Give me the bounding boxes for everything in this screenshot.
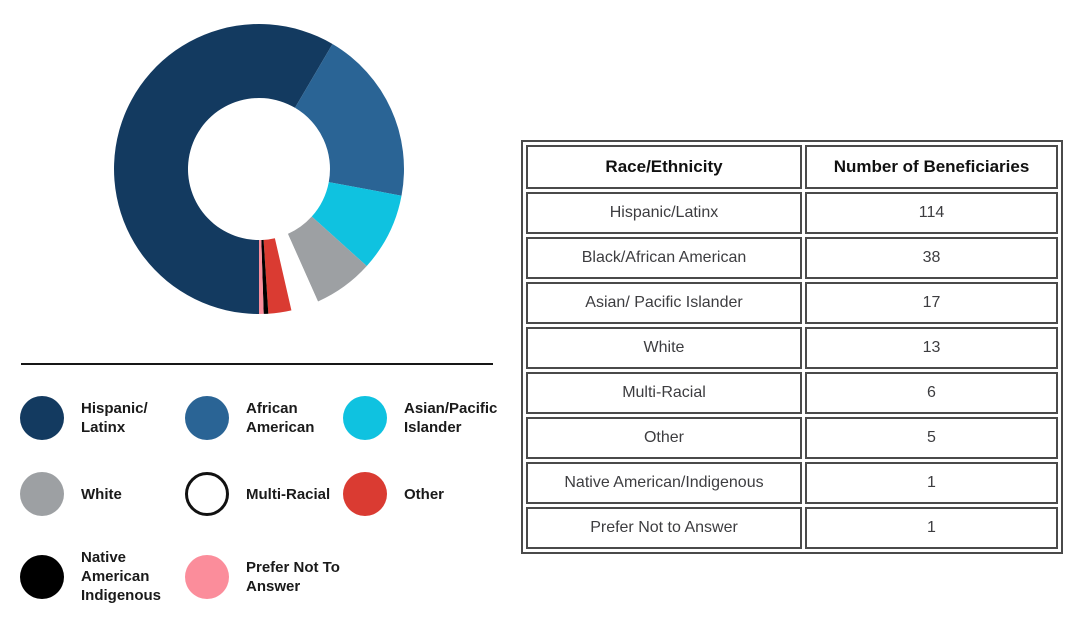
- cell-race: Other: [526, 417, 802, 459]
- legend-label-hispanic-latinx: Hispanic/ Latinx: [81, 400, 148, 436]
- table-row: Asian/ Pacific Islander 17: [526, 282, 1058, 324]
- table-row: Prefer Not to Answer 1: [526, 507, 1058, 549]
- cell-count: 1: [805, 462, 1058, 504]
- donut-slice-7: [259, 239, 264, 314]
- donut-chart: [114, 24, 405, 314]
- legend-swatch-white: [20, 472, 64, 516]
- cell-count: 5: [805, 417, 1058, 459]
- cell-race: Multi-Racial: [526, 372, 802, 414]
- legend-item-african-american: African American: [185, 396, 343, 440]
- legend-label-white: White: [81, 485, 122, 503]
- legend-label-multi-racial: Multi-Racial: [246, 485, 331, 503]
- legend-label-other: Other: [404, 485, 445, 503]
- legend-item-other: Other: [343, 472, 523, 516]
- table-row: White 13: [526, 327, 1058, 369]
- donut-slice-5: [263, 238, 292, 314]
- table-header-row: Race/Ethnicity Number of Beneficiaries: [526, 145, 1058, 189]
- legend-swatch-african-american: [185, 396, 229, 440]
- legend-swatch-prefer-not-to-answer: [185, 554, 229, 599]
- cell-race: Hispanic/Latinx: [526, 192, 802, 234]
- donut-slice-6: [261, 239, 269, 314]
- legend-item-white: White: [20, 472, 185, 516]
- cell-race: Native American/Indigenous: [526, 462, 802, 504]
- legend-label-african-american: African American: [246, 400, 315, 436]
- legend-swatch-native-american-indigenous: [20, 554, 64, 599]
- legend-swatch-multi-racial: [185, 472, 229, 516]
- legend-item-multi-racial: Multi-Racial: [185, 472, 343, 516]
- legend-divider: [21, 363, 493, 365]
- legend-swatch-hispanic-latinx: [20, 396, 64, 440]
- cell-count: 6: [805, 372, 1058, 414]
- cell-count: 17: [805, 282, 1058, 324]
- header-number-of-beneficiaries: Number of Beneficiaries: [805, 145, 1058, 189]
- donut-slice-2: [311, 182, 402, 267]
- legend-label-prefer-not-to-answer: Prefer Not To Answer: [246, 558, 340, 595]
- legend-label-native-american-indigenous: Native American Indigenous: [81, 549, 161, 604]
- donut-slice-0: [114, 24, 333, 314]
- table-row: Multi-Racial 6: [526, 372, 1058, 414]
- table-row: Black/African American 38: [526, 237, 1058, 279]
- cell-count: 38: [805, 237, 1058, 279]
- donut-slice-1: [294, 44, 405, 196]
- legend-item-hispanic-latinx: Hispanic/ Latinx: [20, 396, 185, 440]
- donut-slice-4: [274, 233, 318, 311]
- cell-race: Prefer Not to Answer: [526, 507, 802, 549]
- beneficiaries-table: Race/Ethnicity Number of Beneficiaries H…: [521, 140, 1063, 554]
- table-row: Hispanic/Latinx 114: [526, 192, 1058, 234]
- cell-race: Asian/ Pacific Islander: [526, 282, 802, 324]
- legend-item-native-american-indigenous: Native American Indigenous: [20, 548, 185, 605]
- cell-count: 1: [805, 507, 1058, 549]
- cell-race: White: [526, 327, 802, 369]
- legend-swatch-asian-pacific-islander: [343, 396, 387, 440]
- table-row: Native American/Indigenous 1: [526, 462, 1058, 504]
- legend-item-prefer-not-to-answer: Prefer Not To Answer: [185, 548, 343, 605]
- table-row: Other 5: [526, 417, 1058, 459]
- cell-count: 114: [805, 192, 1058, 234]
- donut-slice-3: [287, 216, 367, 302]
- legend-item-asian-pacific-islander: Asian/Pacific Islander: [343, 396, 523, 440]
- legend-swatch-other: [343, 472, 387, 516]
- legend-label-asian-pacific-islander: Asian/Pacific Islander: [404, 400, 498, 436]
- cell-count: 13: [805, 327, 1058, 369]
- header-race-ethnicity: Race/Ethnicity: [526, 145, 802, 189]
- cell-race: Black/African American: [526, 237, 802, 279]
- legend: Hispanic/ Latinx African American Asian/…: [20, 396, 530, 605]
